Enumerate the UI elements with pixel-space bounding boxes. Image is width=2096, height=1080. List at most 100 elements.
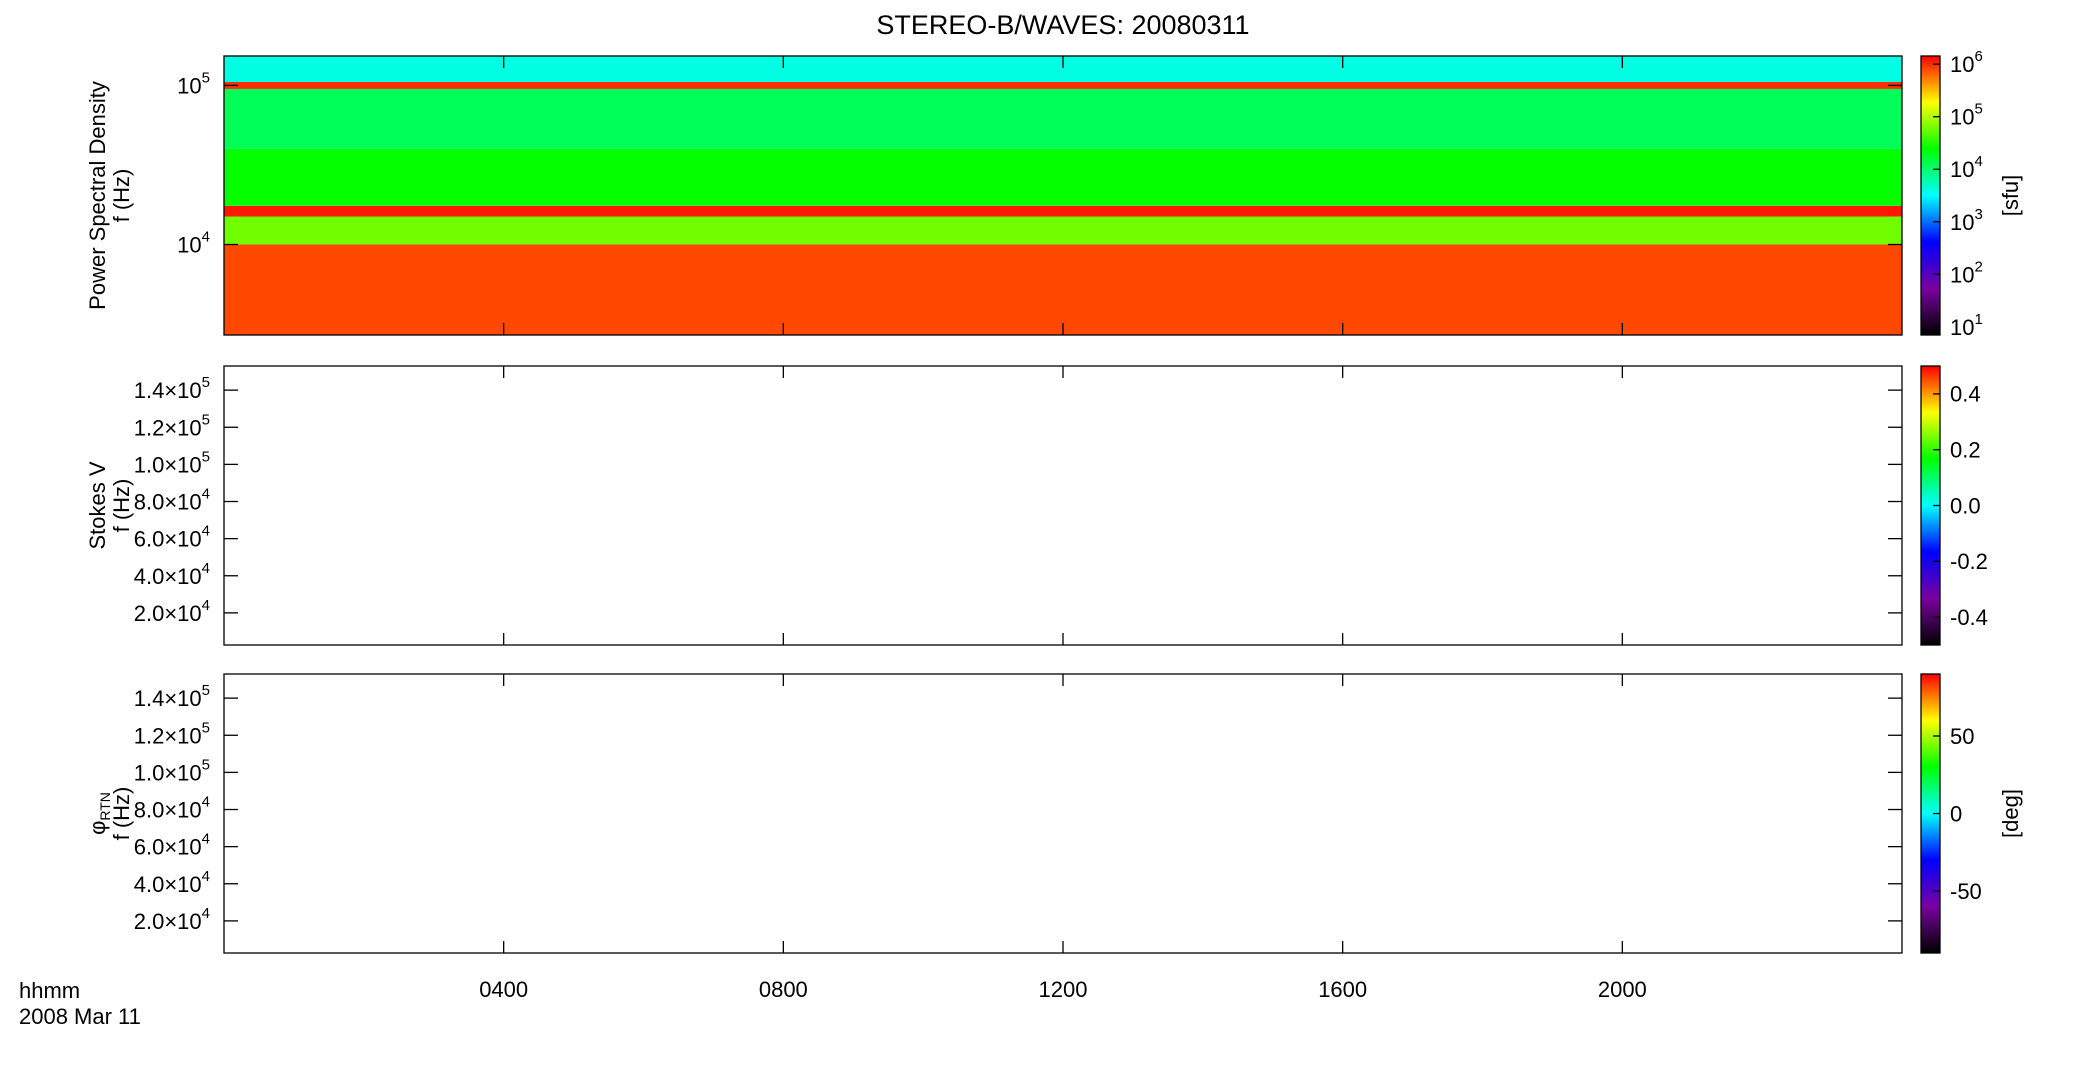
tick-label-exponent: 4	[202, 560, 210, 577]
tick-label-exponent: 4	[202, 485, 210, 502]
tick-label: 2.0×104	[134, 597, 210, 626]
date-label: 2008 Mar 11	[19, 1004, 141, 1029]
tick-label-exponent: 4	[202, 868, 210, 885]
tick-label-base: 4.0×10	[134, 564, 202, 589]
tick-label-base: 2.0×10	[134, 601, 202, 626]
chart-title: STEREO-B/WAVES: 20080311	[876, 10, 1249, 40]
spectrogram-band	[224, 82, 1902, 89]
tick-label-exponent: 4	[1974, 153, 1982, 170]
tick-label: 4.0×104	[134, 868, 210, 897]
tick-label: 1.4×105	[134, 682, 210, 711]
y-axis-label: Stokes V	[85, 461, 110, 549]
colorbar-label: [sfu]	[1998, 175, 2023, 217]
tick-label-base: 1.2×10	[134, 415, 202, 440]
tick-label-exponent: 4	[202, 597, 210, 614]
x-tick-label: 0800	[759, 977, 808, 1002]
y-axis-label-text: φ	[85, 821, 110, 835]
tick-label: 8.0×104	[134, 793, 210, 822]
tick-label: 101	[1950, 311, 1983, 340]
tick-label-exponent: 1	[1974, 311, 1982, 328]
y-axis-label-text: Power Spectral Density	[85, 81, 110, 310]
tick-label: 0	[1950, 801, 1962, 826]
tick-label-exponent: 4	[202, 905, 210, 922]
tick-label-exponent: 5	[202, 682, 210, 699]
tick-label: 2.0×104	[134, 905, 210, 934]
tick-label: 102	[1950, 258, 1983, 287]
tick-label: 0.0	[1950, 493, 1981, 518]
tick-label: 1.2×105	[134, 411, 210, 440]
x-tick-label: 1200	[1039, 977, 1088, 1002]
tick-label-base: 10	[1950, 52, 1974, 77]
tick-label-base: 10	[1950, 210, 1974, 235]
y-axis-label-text: f (Hz)	[109, 479, 134, 533]
tick-label: 105	[1950, 101, 1983, 130]
tick-label: 6.0×104	[134, 831, 210, 860]
tick-label-base: 10	[177, 232, 201, 257]
x-tick-label: 1600	[1318, 977, 1367, 1002]
tick-label-base: 2.0×10	[134, 909, 202, 934]
tick-label-base: 1.0×10	[134, 760, 202, 785]
spectrogram-band	[224, 244, 1902, 335]
y-axis-label: φRTN	[85, 792, 113, 835]
tick-label: 6.0×104	[134, 523, 210, 552]
x-tick-label: 0400	[479, 977, 528, 1002]
tick-label-base: 8.0×10	[134, 797, 202, 822]
tick-label-exponent: 5	[202, 374, 210, 391]
y-axis-label-text: f (Hz)	[109, 169, 134, 223]
tick-label-base: 10	[1950, 105, 1974, 130]
tick-label: 8.0×104	[134, 485, 210, 514]
tick-label-exponent: 4	[202, 831, 210, 848]
tick-label: 1.0×105	[134, 448, 210, 477]
y-axis-label: f (Hz)	[109, 479, 134, 533]
tick-label-base: 4.0×10	[134, 872, 202, 897]
tick-label-exponent: 5	[1974, 101, 1982, 118]
tick-label-exponent: 5	[202, 448, 210, 465]
tick-label: 105	[177, 69, 210, 98]
tick-label: 1.4×105	[134, 374, 210, 403]
tick-label-exponent: 4	[202, 793, 210, 810]
tick-label-exponent: 3	[1974, 206, 1982, 223]
spectrogram-band	[224, 216, 1902, 245]
tick-label-exponent: 5	[202, 69, 210, 86]
tick-label: 4.0×104	[134, 560, 210, 589]
tick-label: 50	[1950, 724, 1974, 749]
tick-label-exponent: 5	[202, 719, 210, 736]
tick-label-exponent: 5	[202, 756, 210, 773]
tick-label: 0.4	[1950, 382, 1981, 407]
tick-label-base: 6.0×10	[134, 526, 202, 551]
tick-label-base: 10	[1950, 157, 1974, 182]
tick-label: 0.2	[1950, 438, 1981, 463]
tick-label-base: 1.0×10	[134, 452, 202, 477]
tick-label-exponent: 2	[1974, 258, 1982, 275]
tick-label: -0.2	[1950, 549, 1988, 574]
tick-label-exponent: 5	[202, 411, 210, 428]
tick-label-base: 10	[1950, 262, 1974, 287]
y-axis-label: f (Hz)	[109, 787, 134, 841]
plot-frame	[223, 365, 1903, 646]
tick-label: 104	[1950, 153, 1983, 182]
tick-label-exponent: 4	[202, 523, 210, 540]
spectrogram-band	[224, 148, 1902, 206]
time-label: hhmm	[19, 978, 80, 1003]
x-tick-label: 2000	[1598, 977, 1647, 1002]
tick-label-base: 6.0×10	[134, 834, 202, 859]
tick-label: 106	[1950, 48, 1983, 77]
tick-label-exponent: 4	[202, 228, 210, 245]
tick-label: 103	[1950, 206, 1983, 235]
y-axis-label-text: Stokes V	[85, 461, 110, 549]
tick-label-exponent: 6	[1974, 48, 1982, 65]
tick-label: -50	[1950, 879, 1982, 904]
tick-label: 1.0×105	[134, 756, 210, 785]
y-axis-label: f (Hz)	[109, 169, 134, 223]
tick-label-base: 1.4×10	[134, 686, 202, 711]
tick-label: -0.4	[1950, 605, 1988, 630]
tick-label-base: 1.4×10	[134, 378, 202, 403]
tick-label-base: 10	[177, 73, 201, 98]
plot-frame	[223, 673, 1903, 954]
tick-label-base: 8.0×10	[134, 489, 202, 514]
y-axis-label-text: f (Hz)	[109, 787, 134, 841]
y-axis-label-sub: RTN	[97, 792, 113, 821]
tick-label: 104	[177, 228, 210, 257]
